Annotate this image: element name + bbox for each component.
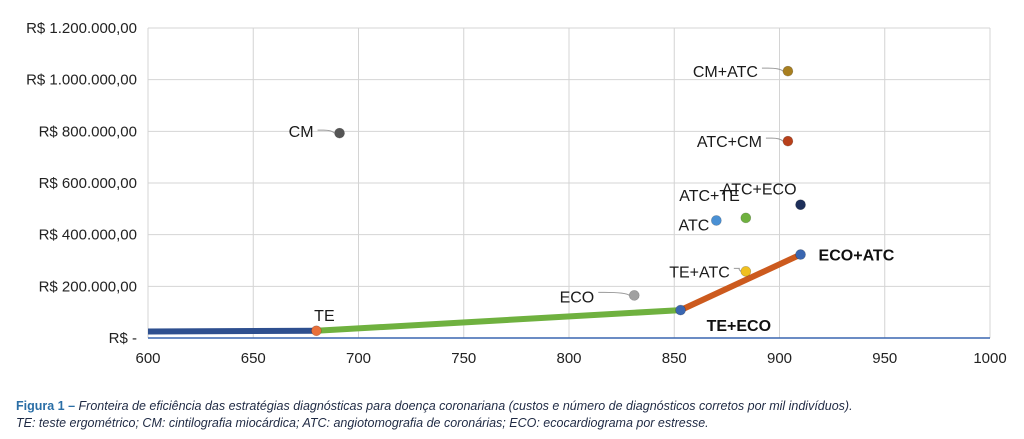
x-tick-label: 900 — [767, 350, 792, 367]
point-label: TE+ATC — [669, 264, 730, 281]
data-point — [782, 65, 794, 77]
leader-line — [733, 267, 742, 272]
figure-label: Figura 1 – — [16, 399, 76, 413]
y-tick-label: R$ 800.000,00 — [39, 123, 137, 140]
x-tick-label: 600 — [135, 350, 160, 367]
point-label: ECO — [560, 289, 595, 306]
y-tick-label: R$ 1.000.000,00 — [26, 72, 137, 89]
x-tick-label: 750 — [451, 350, 476, 367]
caption-line-2: TE: teste ergométrico; CM: cintilografia… — [16, 416, 709, 430]
frontier-segment — [147, 327, 317, 335]
data-point — [740, 212, 752, 224]
frontier-segment — [316, 307, 681, 334]
caption-line-1: Figura 1 – Fronteira de eficiência das e… — [16, 398, 1016, 415]
leader-line — [598, 291, 630, 296]
x-tick-label: 800 — [556, 350, 581, 367]
point-label: ECO+ATC — [819, 248, 895, 265]
leader-line — [317, 129, 335, 134]
leader-line — [765, 137, 784, 142]
data-points — [311, 65, 806, 337]
label-leaders — [317, 67, 784, 296]
frontier-segment — [679, 251, 802, 313]
x-tick-label: 950 — [872, 350, 897, 367]
point-label: ATC — [679, 217, 710, 234]
point-label: TE — [314, 308, 334, 325]
data-point — [740, 266, 752, 277]
data-point — [795, 199, 806, 210]
efficiency-frontier-chart: 600 650 700 750 800 850 900 950 1000 R$ - R$ 200.0… — [26, 20, 1007, 367]
point-label: ATC+CM — [697, 134, 762, 151]
data-point — [628, 290, 640, 301]
x-tick-label: 850 — [662, 350, 687, 367]
leader-line — [761, 67, 784, 72]
data-point — [795, 249, 806, 260]
figure-caption: Figura 1 – Fronteira de eficiência das e… — [16, 398, 1016, 432]
tick-labels: 600 650 700 750 800 850 900 950 1000 R$ - R$ 200.0… — [26, 20, 1007, 367]
y-tick-label: R$ - — [109, 330, 137, 347]
point-labels: TE CM ECO TE+ECO ATC ATC+TE TE+ATC CM+ATC ATC+CM… — [289, 64, 895, 335]
x-tick-label: 1000 — [973, 350, 1006, 367]
point-label: ATC+ECO — [722, 182, 797, 199]
x-tick-label: 700 — [346, 350, 371, 367]
point-label: CM — [289, 124, 314, 141]
y-tick-label: R$ 1.200.000,00 — [26, 20, 137, 37]
point-label: CM+ATC — [693, 64, 758, 81]
data-point — [311, 325, 322, 337]
y-tick-label: R$ 400.000,00 — [39, 227, 137, 244]
x-tick-label: 650 — [241, 350, 266, 367]
efficiency-frontier — [147, 251, 802, 335]
data-point — [711, 215, 722, 226]
caption-text-1: Fronteira de eficiência das estratégias … — [75, 399, 853, 413]
y-tick-label: R$ 200.000,00 — [39, 278, 137, 295]
point-label: ATC+TE — [679, 188, 740, 205]
data-point — [675, 304, 686, 316]
point-label: TE+ECO — [707, 318, 771, 335]
grid-lines — [148, 27, 991, 338]
data-point — [782, 135, 794, 147]
y-tick-label: R$ 600.000,00 — [39, 175, 137, 192]
axes — [147, 28, 990, 339]
data-point — [334, 127, 345, 139]
